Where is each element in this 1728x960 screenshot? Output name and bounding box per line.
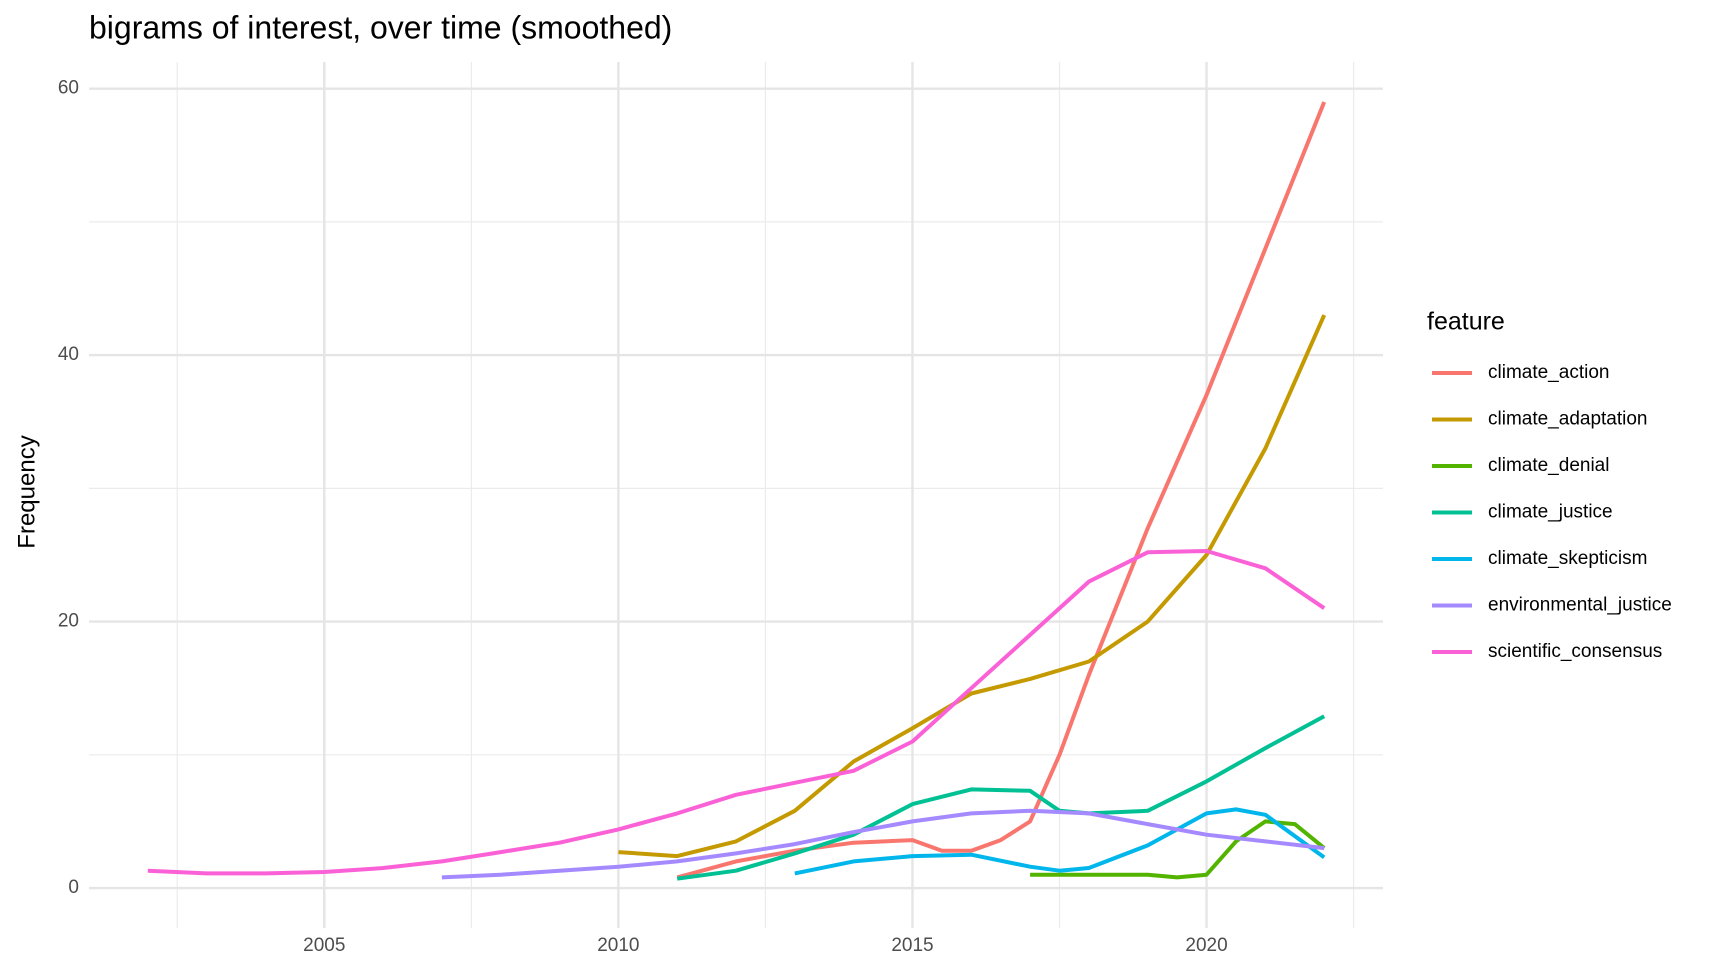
- series-line: [676, 101, 1327, 880]
- legend-title: feature: [1427, 308, 1505, 336]
- legend-label: scientific_consensus: [1488, 641, 1662, 662]
- legend-label: climate_adaptation: [1488, 409, 1648, 430]
- y-tick-label: 0: [68, 877, 79, 898]
- legend-label: climate_action: [1488, 362, 1609, 383]
- y-tick-label: 20: [58, 611, 79, 632]
- series-line: [1030, 819, 1326, 880]
- series-line: [618, 314, 1327, 859]
- chart-title: bigrams of interest, over time (smoothed…: [89, 9, 672, 45]
- legend-label: climate_justice: [1488, 502, 1613, 523]
- x-tick-label: 2010: [597, 935, 639, 956]
- x-tick-label: 2005: [303, 935, 345, 956]
- y-axis-title: Frequency: [13, 435, 40, 548]
- y-tick-label: 60: [58, 78, 79, 99]
- legend-label: climate_skepticism: [1488, 548, 1647, 569]
- series-line: [676, 714, 1326, 881]
- series-line: [147, 549, 1326, 876]
- series-line: [441, 808, 1325, 880]
- legend-label: climate_denial: [1488, 455, 1609, 476]
- y-tick-label: 40: [58, 344, 79, 365]
- x-tick-label: 2020: [1185, 935, 1227, 956]
- legend-label: environmental_justice: [1488, 595, 1672, 616]
- x-tick-label: 2015: [891, 935, 933, 956]
- series-line: [794, 807, 1326, 876]
